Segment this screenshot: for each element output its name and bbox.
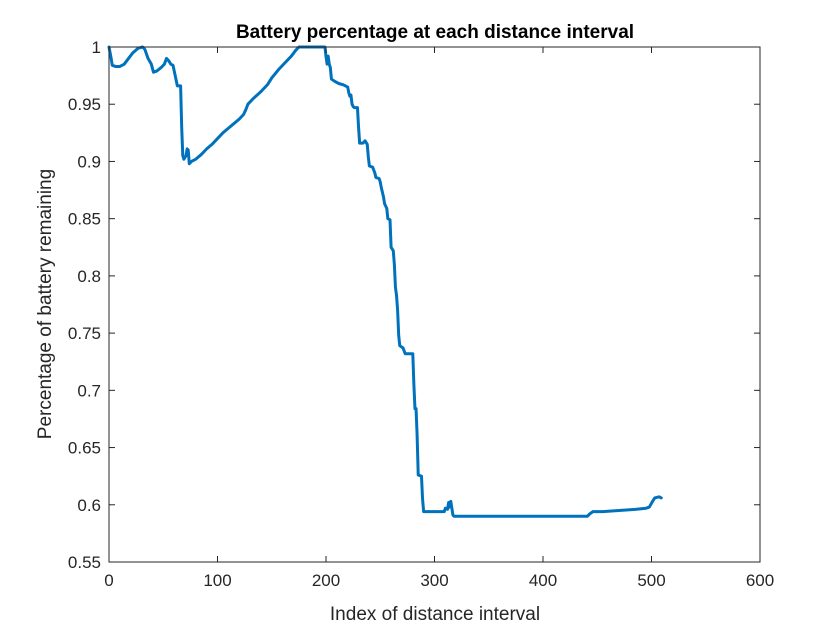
y-tick-label: 1 (92, 38, 101, 57)
x-tick-label: 600 (746, 571, 774, 590)
x-tick-label: 0 (104, 571, 113, 590)
y-tick-label: 0.7 (77, 381, 101, 400)
y-tick-label: 0.85 (68, 210, 101, 229)
x-tick-label: 100 (203, 571, 231, 590)
y-tick-label: 0.55 (68, 553, 101, 572)
series-line-0 (107, 45, 663, 518)
y-axis-label: Percentage of battery remaining (35, 169, 56, 439)
y-tick-label: 0.75 (68, 324, 101, 343)
axes-box (108, 46, 761, 563)
plot-area: 0 100 200 300 400 500 600 0.55 0.6 0.65 0.7 0.75 0.8… (68, 38, 774, 590)
y-tick-label: 0.95 (68, 95, 101, 114)
x-tick-label: 200 (312, 571, 340, 590)
chart-title: Battery percentage at each distance inte… (236, 22, 634, 43)
y-tick-label: 0.8 (77, 267, 101, 286)
y-tick-label: 0.6 (77, 496, 101, 515)
x-axis-label: Index of distance interval (330, 604, 540, 625)
x-tick-label: 500 (637, 571, 665, 590)
x-tick-label: 300 (420, 571, 448, 590)
x-tick-label: 400 (529, 571, 557, 590)
y-tick-label: 0.9 (77, 152, 101, 171)
y-tick-label: 0.65 (68, 439, 101, 458)
